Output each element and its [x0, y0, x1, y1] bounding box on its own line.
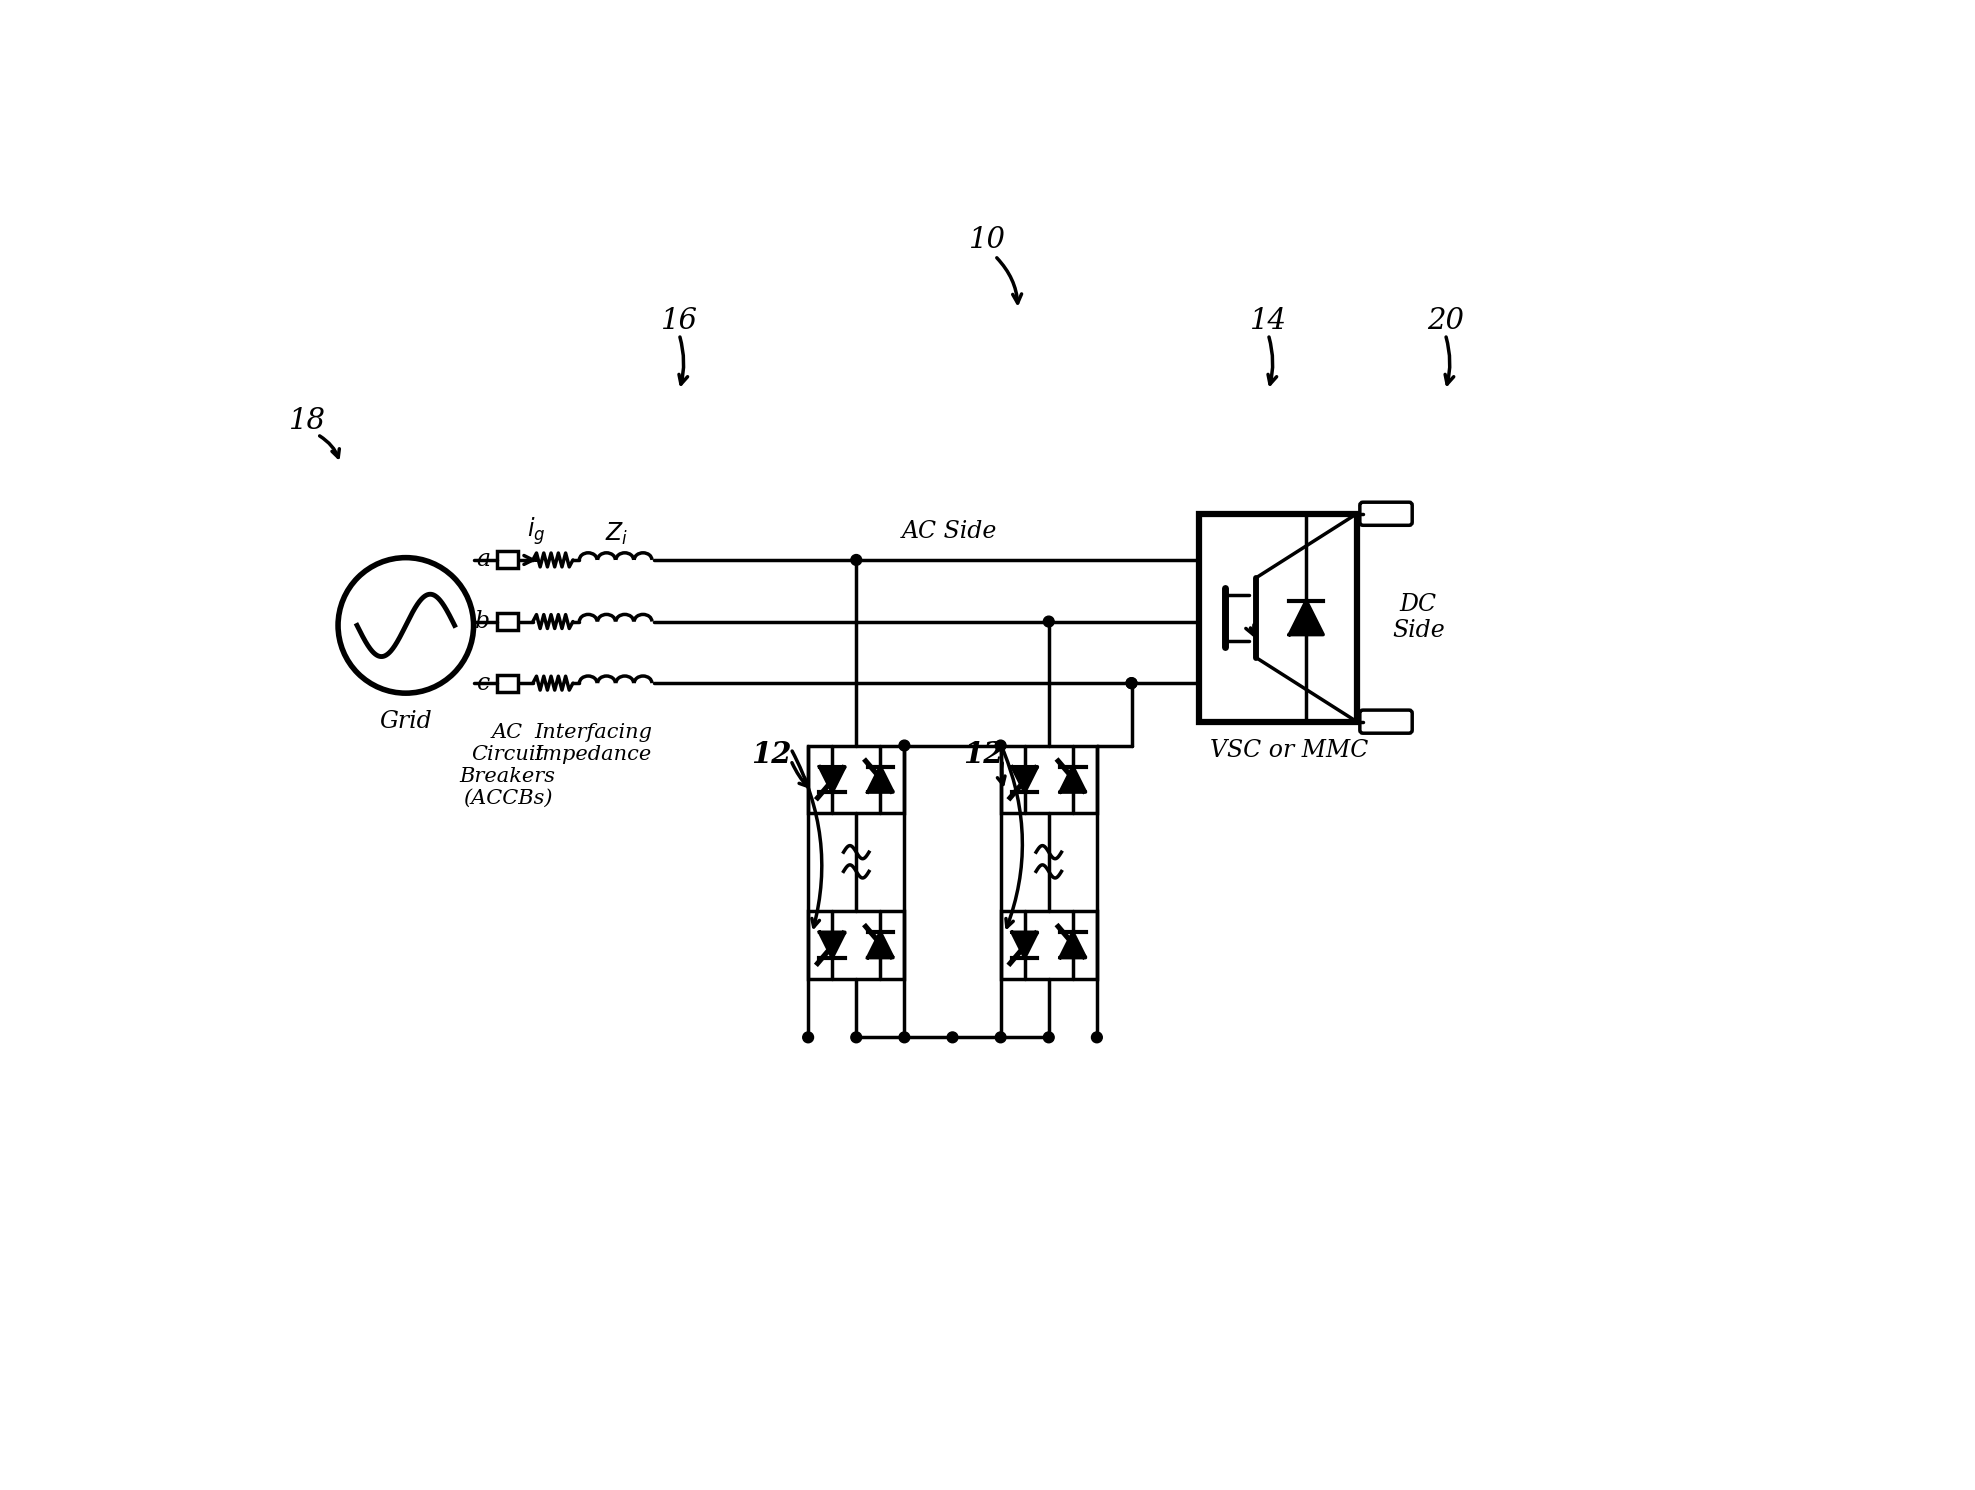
Bar — [1001, 910, 1096, 979]
Circle shape — [851, 554, 861, 565]
Text: 12: 12 — [964, 741, 1003, 769]
Polygon shape — [1061, 767, 1086, 793]
Text: 10: 10 — [968, 226, 1005, 255]
Bar — [1199, 514, 1357, 721]
Text: DC
Side: DC Side — [1392, 593, 1446, 642]
Text: c: c — [478, 672, 490, 694]
Circle shape — [851, 1033, 861, 1043]
Text: 16: 16 — [662, 307, 697, 335]
Circle shape — [995, 1033, 1005, 1043]
Circle shape — [995, 741, 1005, 751]
Text: b: b — [476, 609, 490, 633]
Circle shape — [1126, 678, 1138, 688]
Text: $i_g$: $i_g$ — [527, 516, 545, 547]
Bar — [496, 675, 517, 691]
Text: 18: 18 — [288, 407, 326, 435]
Polygon shape — [1061, 933, 1086, 958]
Circle shape — [1043, 617, 1055, 627]
Polygon shape — [820, 767, 845, 793]
Text: a: a — [476, 548, 490, 572]
Text: AC Side: AC Side — [903, 520, 997, 542]
FancyBboxPatch shape — [1361, 502, 1412, 526]
Bar — [496, 551, 517, 568]
Bar — [1001, 745, 1096, 814]
Text: Grid: Grid — [379, 711, 433, 733]
Circle shape — [1126, 678, 1138, 688]
Text: $Z_i$: $Z_i$ — [604, 520, 628, 547]
Circle shape — [899, 741, 910, 751]
Text: 20: 20 — [1426, 307, 1463, 335]
Bar — [808, 910, 905, 979]
Polygon shape — [867, 767, 893, 793]
Text: Interfacing
Impedance: Interfacing Impedance — [535, 723, 652, 764]
Polygon shape — [1011, 767, 1037, 793]
Polygon shape — [1011, 933, 1037, 958]
Circle shape — [1092, 1033, 1102, 1043]
Circle shape — [802, 1033, 814, 1043]
Text: 14: 14 — [1250, 307, 1288, 335]
Bar — [808, 745, 905, 814]
FancyBboxPatch shape — [1361, 711, 1412, 733]
Circle shape — [899, 1033, 910, 1043]
Bar — [496, 612, 517, 630]
Polygon shape — [820, 933, 845, 958]
Circle shape — [1043, 1033, 1055, 1043]
Text: 12: 12 — [750, 741, 792, 769]
Text: AC
Circuit
Breakers
(ACCBs): AC Circuit Breakers (ACCBs) — [460, 723, 555, 808]
Circle shape — [948, 1033, 958, 1043]
Polygon shape — [867, 933, 893, 958]
Text: VSC or MMC: VSC or MMC — [1211, 739, 1369, 761]
Polygon shape — [1290, 600, 1323, 635]
